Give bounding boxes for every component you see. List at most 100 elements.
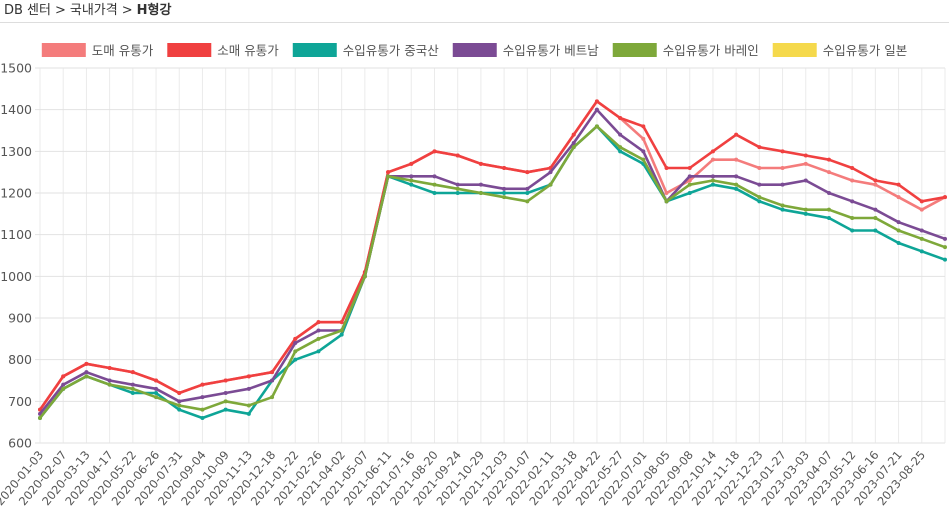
series-point xyxy=(38,416,42,420)
series-point xyxy=(455,153,460,158)
series-point xyxy=(803,153,808,158)
y-tick-label: 1400 xyxy=(0,102,32,117)
series-point xyxy=(618,149,623,154)
legend: 도매 유통가 소매 유통가 수입유통가 중국산 수입유통가 베트남 수입유통가 바레인 수… xyxy=(41,43,907,58)
series-point xyxy=(850,166,855,170)
series-point xyxy=(594,99,599,104)
series-point xyxy=(687,182,692,187)
series-point xyxy=(362,274,367,279)
series-point xyxy=(710,182,715,187)
series-point xyxy=(478,182,483,187)
series-point xyxy=(432,149,437,154)
series-point xyxy=(757,182,762,187)
series-point xyxy=(246,374,251,379)
series-point xyxy=(734,186,739,191)
series-point xyxy=(780,182,785,187)
series-point xyxy=(246,403,251,408)
series-point xyxy=(61,382,66,387)
series-point xyxy=(246,386,251,391)
series-point xyxy=(780,203,785,208)
series-point xyxy=(223,399,228,404)
series-point xyxy=(734,182,739,187)
series-point xyxy=(339,320,344,325)
series-point xyxy=(943,257,947,262)
series-point xyxy=(270,395,275,400)
series-point xyxy=(502,186,507,191)
series-point xyxy=(154,391,159,395)
series-point xyxy=(618,132,623,137)
series-point xyxy=(200,416,205,420)
series-point xyxy=(432,174,437,179)
series-point xyxy=(293,349,298,354)
series-point xyxy=(478,161,483,166)
series-point xyxy=(919,228,924,233)
series-point xyxy=(386,170,391,175)
series-point xyxy=(896,228,901,233)
series-point xyxy=(270,378,275,383)
legend-label: 수입유통가 중국산 xyxy=(343,43,439,58)
series-point xyxy=(734,132,739,137)
series-point xyxy=(432,191,437,195)
series-point xyxy=(919,207,924,212)
series-point xyxy=(850,199,855,204)
series-point xyxy=(409,178,414,183)
series-point xyxy=(664,166,669,170)
series-point xyxy=(664,199,669,204)
series-point xyxy=(548,182,553,187)
series-point xyxy=(919,249,924,254)
series-point xyxy=(478,191,483,195)
legend-swatch xyxy=(41,43,86,57)
series-point xyxy=(734,174,739,179)
series-point xyxy=(896,220,901,225)
series-point xyxy=(943,236,947,241)
series-point xyxy=(710,174,715,179)
series-line xyxy=(38,125,946,419)
series-point xyxy=(873,178,878,183)
legend-swatch xyxy=(292,43,337,57)
series-point xyxy=(710,178,715,183)
legend-label: 소매 유통가 xyxy=(217,43,279,58)
series-point xyxy=(61,374,66,379)
series-point xyxy=(826,216,831,220)
series-point xyxy=(130,382,135,387)
legend-label: 수입유통가 일본 xyxy=(823,43,907,58)
series-point xyxy=(455,191,460,195)
series-point xyxy=(130,391,135,395)
series-point xyxy=(780,207,785,212)
series-point xyxy=(525,186,530,191)
series-point xyxy=(850,228,855,233)
series-point xyxy=(710,157,715,162)
legend-label: 수입유통가 베트남 xyxy=(503,43,599,58)
series-point xyxy=(896,195,901,200)
series-point xyxy=(154,395,159,400)
series-point xyxy=(641,124,646,129)
legend-label: 수입유통가 바레인 xyxy=(663,43,759,58)
series-point xyxy=(803,161,808,166)
series-point xyxy=(943,245,947,250)
breadcrumb-separator: > xyxy=(55,3,66,18)
series-point xyxy=(177,399,182,404)
series-point xyxy=(386,174,391,179)
series-point xyxy=(293,336,298,341)
series-point xyxy=(316,328,321,333)
series-point xyxy=(757,199,762,204)
series-point xyxy=(873,182,878,187)
series-point xyxy=(943,195,947,200)
y-tick-label: 700 xyxy=(8,394,32,409)
series-point xyxy=(571,132,576,137)
legend-swatch xyxy=(772,43,817,57)
legend-swatch xyxy=(612,43,657,57)
series-point xyxy=(803,207,808,212)
series-point xyxy=(850,216,855,220)
series-point xyxy=(154,386,159,391)
series-point xyxy=(873,216,878,220)
series-point xyxy=(130,386,135,391)
series-point xyxy=(525,199,530,204)
breadcrumb-separator: > xyxy=(122,3,133,18)
series-point xyxy=(270,370,275,375)
series-point xyxy=(177,403,182,408)
series-point xyxy=(687,174,692,179)
series-point xyxy=(803,211,808,216)
series-point xyxy=(664,191,669,195)
breadcrumb-item: 국내가격 xyxy=(70,3,118,18)
